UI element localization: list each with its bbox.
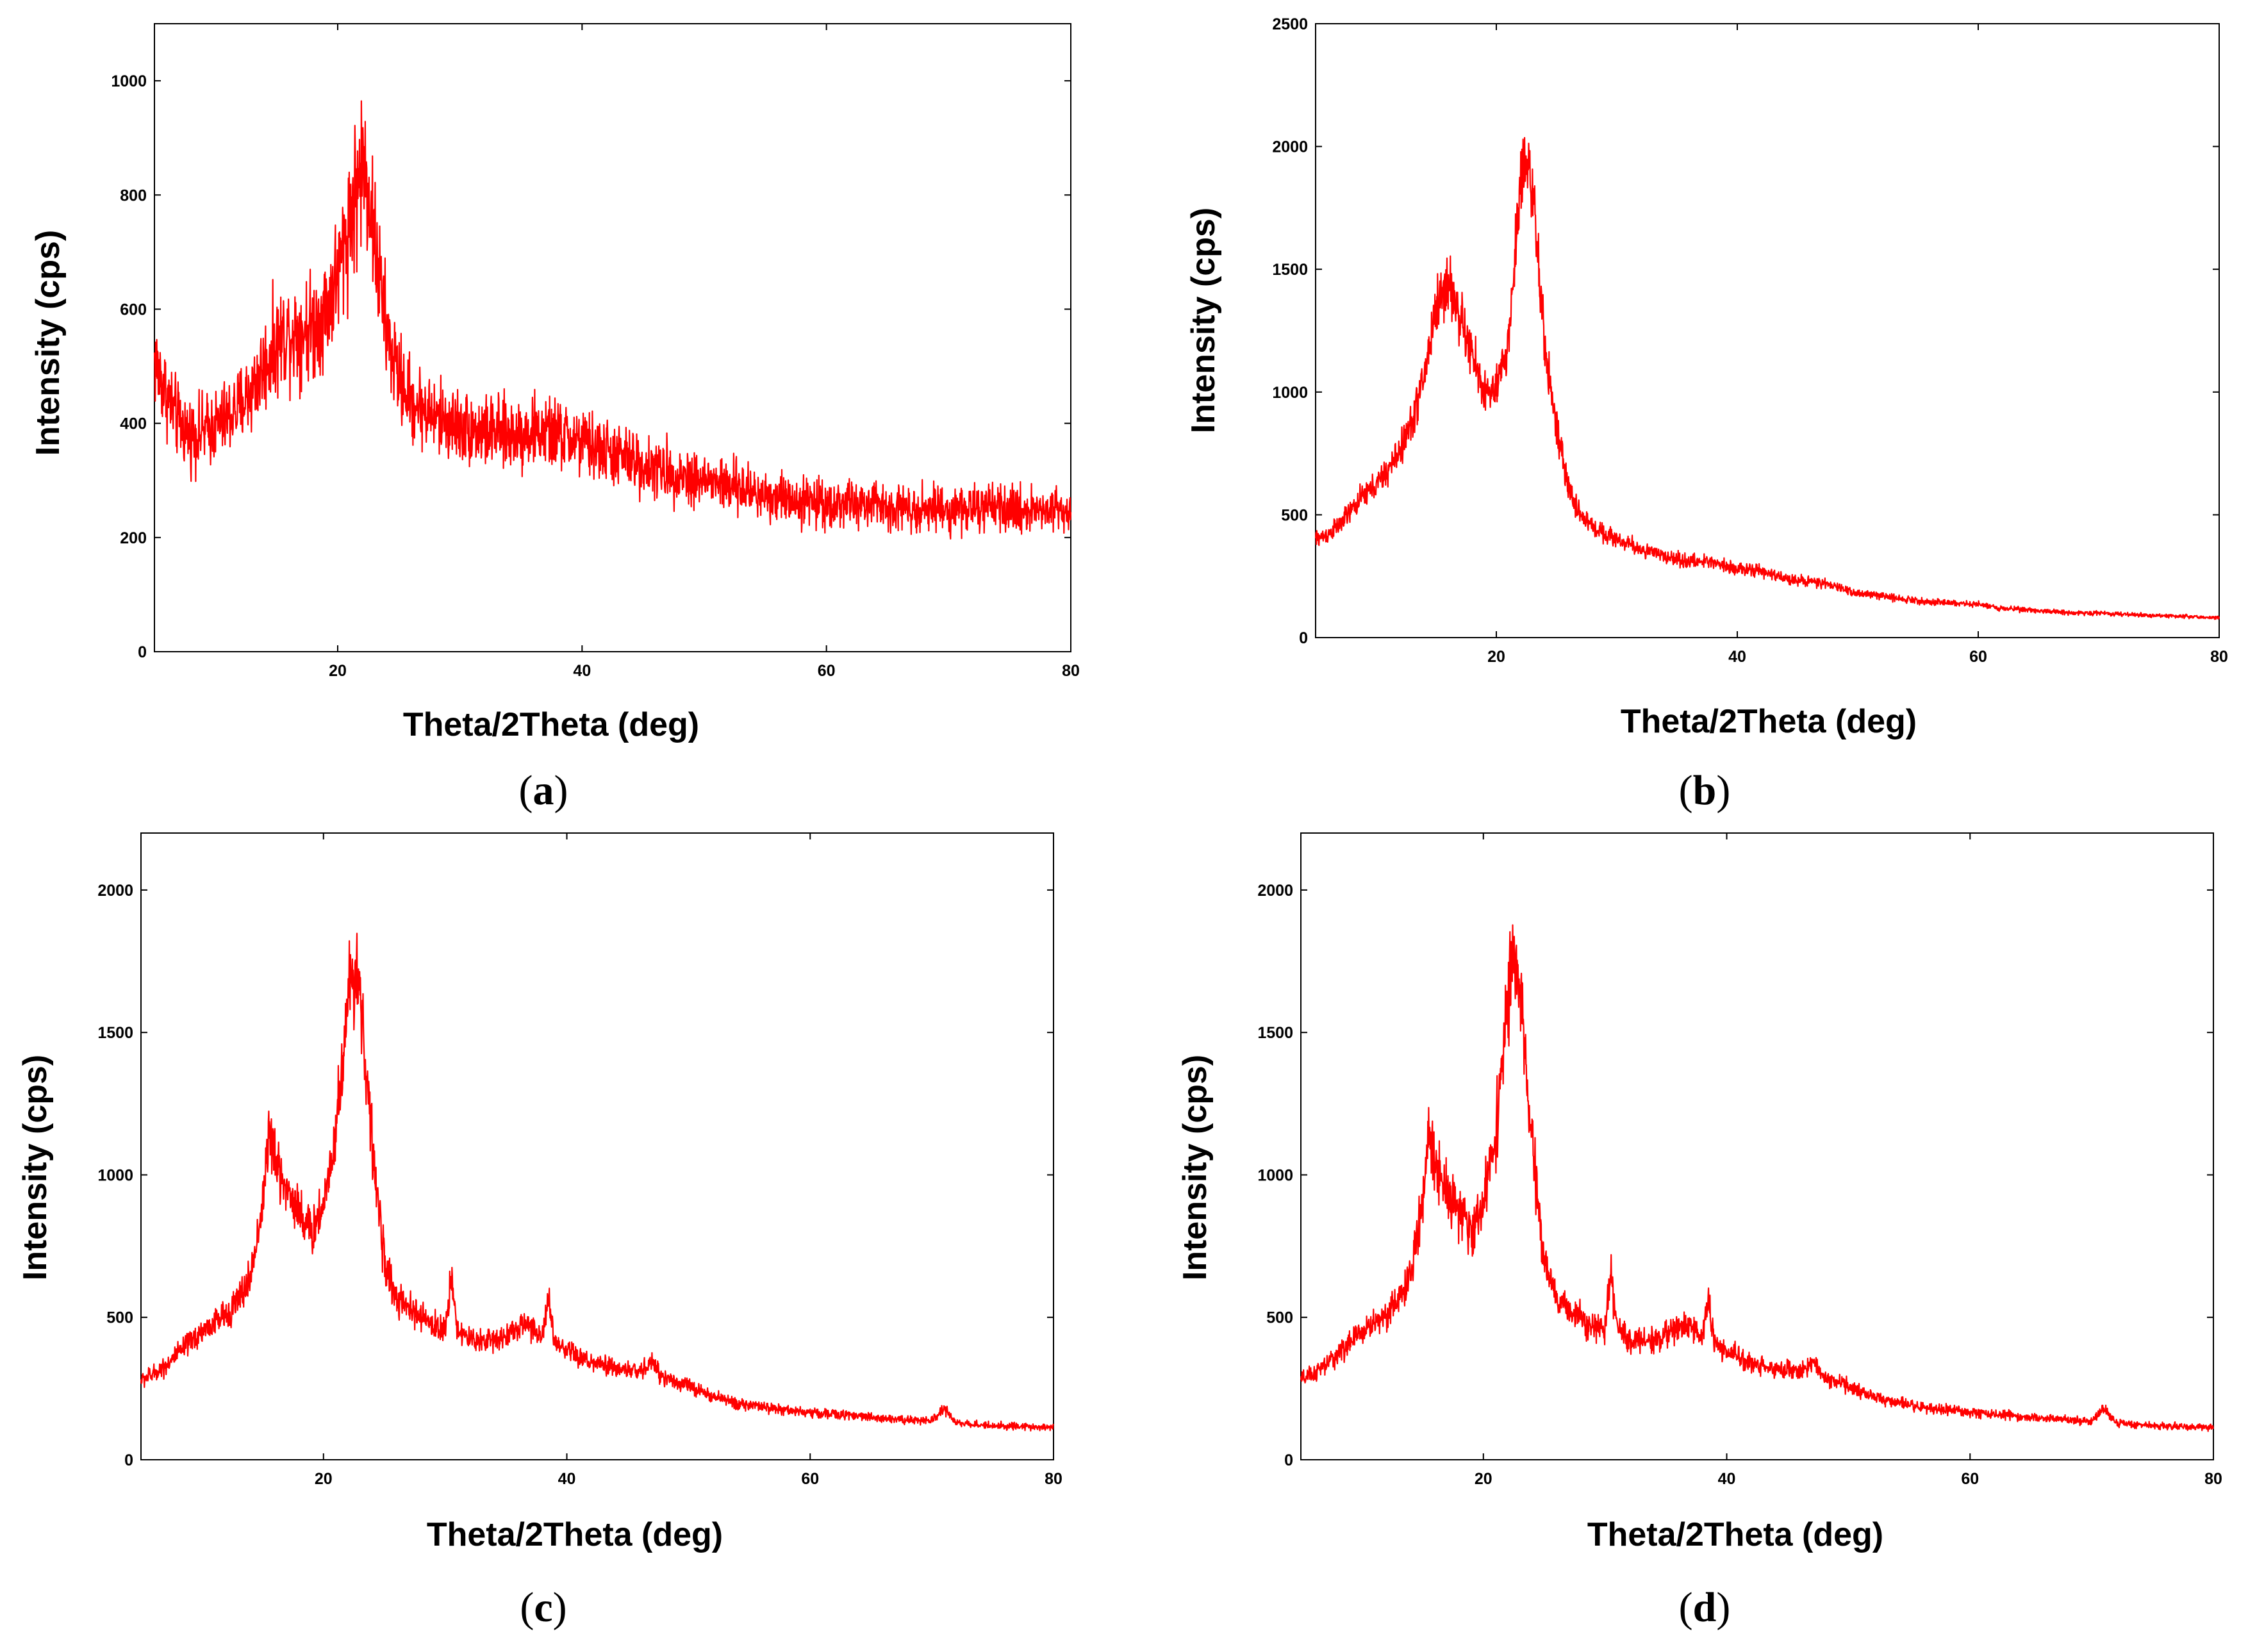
y-tick-label: 2000 [1257,882,1293,900]
plot-area: 0 500 1000 1500 2000 20 40 60 80 [1257,832,2222,1488]
y-tick-label: 0 [1284,1451,1293,1469]
x-tick-label: 40 [573,662,591,680]
y-tick-label: 800 [120,186,147,204]
y-axis-title: Intensity (cps) [1177,1055,1214,1281]
y-tick-label: 1500 [97,1024,133,1042]
y-tick-label: 500 [1281,506,1308,524]
y-tick-label: 1000 [97,1166,133,1184]
x-tick-label: 60 [801,1470,819,1488]
y-tick-label: 200 [120,529,147,547]
y-tick-label: 400 [120,415,147,433]
y-tick-label: 600 [120,301,147,318]
x-tick-label: 40 [1718,1470,1736,1488]
y-axis-title: Intensity (cps) [17,1055,54,1281]
plot-area: 0 200 400 600 800 1000 20 40 60 80 [111,23,1080,680]
x-axis-title: Theta/2Theta (deg) [427,1516,723,1553]
y-tick-label: 1000 [111,72,147,90]
y-axis-title: Intensity (cps) [1185,208,1222,434]
y-tick-label: 0 [124,1451,133,1469]
x-tick-label: 60 [818,662,836,680]
x-tick-label: 60 [1961,1470,1979,1488]
plot-area: 0 500 1000 1500 2000 2500 20 40 60 80 [1272,15,2228,666]
x-tick-label: 60 [1969,648,1987,666]
plot-frame [1315,23,2220,638]
y-tick-label: 0 [1299,629,1308,647]
plot-frame [1300,832,2214,1460]
y-axis-title: Intensity (cps) [29,230,67,456]
y-tick-label: 2000 [97,882,133,900]
x-tick-label: 80 [1045,1470,1062,1488]
panel-a: Intensity (cps) Theta/2Theta (deg) (a) 0… [29,23,1080,814]
x-axis-title: Theta/2Theta (deg) [1587,1516,1883,1553]
x-axis-title: Theta/2Theta (deg) [403,706,699,743]
plot-area: 0 500 1000 1500 2000 20 40 60 80 [97,832,1062,1488]
y-tick-label: 2500 [1272,15,1308,33]
y-tick-label: 0 [138,643,147,661]
x-tick-label: 20 [1475,1470,1492,1488]
x-tick-label: 80 [1062,662,1080,680]
y-tick-label: 2000 [1272,138,1308,156]
x-axis-title: Theta/2Theta (deg) [1621,703,1917,740]
panel-label: (d) [1679,1584,1731,1631]
y-tick-label: 1000 [1272,384,1308,402]
panel-label: (a) [519,767,568,814]
plot-frame [140,832,1054,1460]
x-tick-label: 20 [329,662,347,680]
series-line [153,100,1072,540]
y-tick-label: 1500 [1257,1024,1293,1042]
panel-c: Intensity (cps) Theta/2Theta (deg) (c) 0… [17,832,1062,1631]
panel-label: (c) [520,1584,566,1631]
x-tick-label: 40 [558,1470,576,1488]
series-line [1300,924,2215,1432]
x-tick-label: 40 [1728,648,1746,666]
y-tick-label: 1500 [1272,261,1308,279]
y-tick-label: 1000 [1257,1166,1293,1184]
x-tick-label: 80 [2204,1470,2222,1488]
panel-d: Intensity (cps) Theta/2Theta (deg) (d) 0… [1177,832,2222,1631]
series-line [140,932,1054,1432]
panel-label: (b) [1679,767,1731,814]
plot-frame [154,23,1071,652]
x-tick-label: 80 [2210,648,2228,666]
y-tick-label: 500 [106,1309,133,1327]
x-tick-label: 20 [315,1470,333,1488]
panel-b: Intensity (cps) Theta/2Theta (deg) (b) 0… [1185,15,2228,814]
y-tick-label: 500 [1266,1309,1293,1327]
series-line [1314,136,2220,620]
x-tick-label: 20 [1487,648,1505,666]
